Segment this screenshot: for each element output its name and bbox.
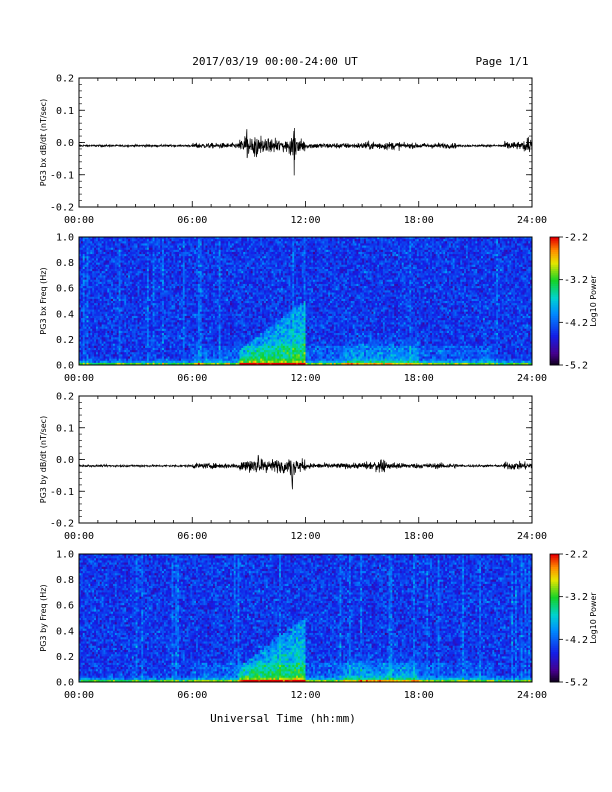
heatmap-cells: [79, 237, 532, 365]
y-tick-label: 1.0: [56, 233, 74, 244]
page-title: 2017/03/19 00:00-24:00 UT: [192, 55, 358, 68]
data-trace: [79, 128, 532, 175]
y-tick-label: 0.2: [56, 74, 74, 85]
y-tick-label: 0.6: [56, 284, 74, 295]
x-tick-label: 00:00: [64, 373, 94, 384]
y-tick-label: 0.8: [56, 258, 74, 269]
x-axis-label: Universal Time (hh:mm): [210, 712, 356, 725]
panel-2: 00:00 06:00 12:00 18:00 24:00 1.0 0.8 0.6 0.4 0.2…: [39, 233, 598, 385]
panels: 00:00 06:00 12:00 18:00 24:00 0.2 0.1 0.0 -0.1 -0…: [39, 74, 598, 702]
x-tick-label: 24:00: [517, 215, 547, 226]
y-tick-label: -0.2: [50, 203, 74, 214]
x-tick-label: 00:00: [64, 215, 94, 226]
page-number: Page 1/1: [476, 55, 529, 68]
x-tick-label: 12:00: [290, 373, 320, 384]
x-tick-label: 18:00: [404, 215, 434, 226]
x-tick-label: 18:00: [404, 373, 434, 384]
y-tick-label: 0.0: [56, 361, 74, 372]
y-tick-label: 0.2: [56, 335, 74, 346]
panel-frame: [79, 78, 532, 207]
panel-1: 00:00 06:00 12:00 18:00 24:00 0.2 0.1 0.0 -0.1 -0…: [39, 74, 547, 227]
y-tick-label: 0.1: [56, 106, 74, 117]
x-tick-label: 06:00: [177, 373, 207, 384]
y-tick-label: 0.0: [56, 138, 74, 149]
y-axis-label: PG3 bx dB/dt (nT/sec): [39, 99, 48, 186]
x-tick-label: 06:00: [177, 215, 207, 226]
x-tick-label: 24:00: [517, 373, 547, 384]
y-tick-label: 0.4: [56, 309, 74, 320]
x-tick-label: 12:00: [290, 215, 320, 226]
y-axis-label: PG3 bx Freq (Hz): [39, 267, 48, 334]
y-tick-label: -0.1: [50, 170, 74, 181]
